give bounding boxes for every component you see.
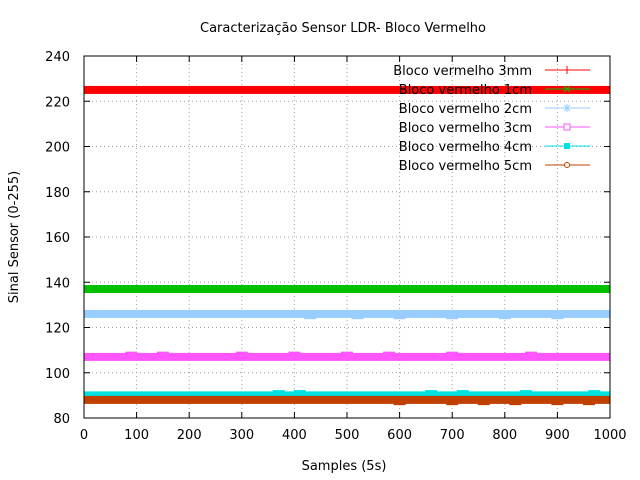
legend-entry: Bloco vermelho 5cm	[399, 159, 590, 174]
data-point	[582, 399, 595, 406]
x-tick-label: 100	[124, 428, 149, 443]
y-tick-label: 180	[45, 186, 70, 201]
x-tick-label: 200	[177, 428, 202, 443]
series-line	[84, 85, 610, 94]
y-tick-label: 220	[45, 95, 70, 110]
legend-entry: Bloco vermelho 4cm	[399, 140, 590, 155]
legend: Bloco vermelho 3mm Bloco vermelho 1cm Bloc…	[393, 64, 590, 174]
data-point	[588, 390, 601, 397]
series-6	[84, 395, 610, 406]
data-point	[304, 313, 317, 320]
legend-marker	[563, 66, 571, 74]
series-4	[84, 351, 610, 361]
legend-label: Bloco vermelho 3mm	[393, 64, 532, 79]
data-point	[551, 313, 564, 320]
legend-marker	[563, 85, 571, 93]
legend-marker	[563, 123, 571, 131]
data-point	[498, 313, 511, 320]
series-line	[84, 285, 610, 294]
data-point	[551, 399, 564, 406]
legend-label: Bloco vermelho 1cm	[399, 83, 532, 98]
legend-label: Bloco vermelho 4cm	[399, 140, 532, 155]
data-point	[125, 351, 138, 358]
x-tick-label: 300	[229, 428, 254, 443]
legend-label: Bloco vermelho 5cm	[399, 159, 532, 174]
data-point	[425, 390, 438, 397]
y-tick-label: 160	[45, 231, 70, 246]
data-point	[272, 390, 285, 397]
legend-marker	[564, 143, 570, 149]
data-point	[341, 351, 353, 358]
data-point	[446, 351, 459, 358]
y-tick-label: 140	[45, 276, 70, 291]
data-point	[351, 313, 364, 320]
data-point	[519, 390, 532, 397]
grid	[84, 56, 610, 418]
data-point	[393, 313, 406, 320]
x-tick-label: 1000	[593, 428, 626, 443]
data-point	[477, 399, 490, 406]
chart-title: Caracterização Sensor LDR- Bloco Vermelh…	[200, 21, 486, 36]
x-tick-label: 600	[387, 428, 412, 443]
x-tick-label: 800	[492, 428, 517, 443]
legend-entry: Bloco vermelho 3cm	[399, 121, 590, 136]
legend-label: Bloco vermelho 2cm	[399, 102, 532, 117]
legend-entry: Bloco vermelho 1cm	[399, 83, 590, 98]
series-5	[84, 390, 610, 400]
y-tick-label: 100	[45, 367, 70, 382]
y-tick-label: 200	[45, 141, 70, 156]
y-tick-label: 120	[45, 322, 70, 337]
legend-entry: Bloco vermelho 3mm	[393, 64, 590, 79]
data-point	[509, 399, 522, 406]
data-point	[393, 399, 406, 406]
x-tick-label: 900	[545, 428, 570, 443]
data-point	[446, 399, 459, 406]
data-point	[383, 351, 396, 358]
series-line	[84, 309, 610, 318]
legend-marker	[563, 104, 571, 112]
legend-entry: Bloco vermelho 2cm	[399, 102, 590, 117]
x-axis-label: Samples (5s)	[302, 459, 387, 474]
data-point	[288, 351, 301, 358]
x-ticks: 0 100 200 300 400 500 600 700 800 900 1000	[80, 56, 627, 443]
data-point	[446, 313, 459, 320]
series-line	[84, 395, 610, 404]
x-tick-label: 0	[80, 428, 88, 443]
x-tick-label: 500	[335, 428, 360, 443]
data-point	[293, 390, 306, 397]
series-1	[84, 85, 610, 94]
y-tick-label: 240	[45, 50, 70, 65]
legend-marker	[564, 162, 570, 168]
legend-label: Bloco vermelho 3cm	[399, 121, 532, 136]
series-line	[84, 391, 610, 400]
y-ticks: 80 100 120 140 160 180 200 220 240	[45, 50, 610, 427]
series-group	[84, 85, 610, 406]
data-point	[456, 390, 469, 397]
data-point	[525, 351, 538, 358]
x-tick-label: 400	[282, 428, 307, 443]
series-3	[84, 309, 610, 320]
data-point	[156, 351, 169, 358]
y-tick-label: 80	[53, 412, 70, 427]
y-axis-label: Sinal Sensor (0-255)	[7, 171, 22, 303]
x-tick-label: 700	[440, 428, 465, 443]
data-point	[235, 351, 248, 358]
series-2	[84, 285, 610, 294]
